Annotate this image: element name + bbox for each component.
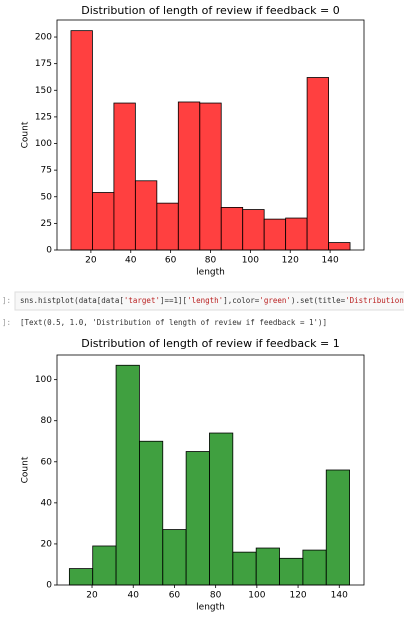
x-tick-label: 60 — [165, 256, 177, 266]
x-tick-label: 140 — [322, 256, 339, 266]
x-tick-label: 80 — [210, 591, 222, 601]
output-text: [Text(0.5, 1.0, 'Distribution of length … — [20, 318, 327, 327]
x-tick-label: 80 — [205, 256, 217, 266]
bar — [70, 30, 93, 251]
bar — [279, 557, 304, 586]
y-axis-label: Count — [21, 121, 31, 148]
bar — [199, 102, 222, 251]
bar — [68, 568, 94, 586]
bar — [115, 364, 140, 586]
bar — [185, 451, 210, 586]
code-token: ).set(title= — [291, 296, 346, 305]
y-tick-label: 25 — [41, 219, 52, 229]
x-tick-label: 40 — [125, 256, 137, 266]
bar — [113, 102, 136, 251]
chart-title: Distribution of length of review if feed… — [81, 4, 339, 17]
bar — [209, 432, 234, 586]
bar — [162, 529, 187, 586]
bar — [134, 180, 158, 251]
code-token: 'green' — [259, 296, 291, 305]
y-tick-label: 0 — [46, 581, 52, 591]
input-prompt: ]: — [2, 296, 11, 305]
x-tick-label: 40 — [128, 591, 140, 601]
bar — [302, 549, 327, 586]
x-tick-label: 120 — [282, 256, 299, 266]
y-tick-label: 200 — [35, 33, 52, 43]
y-axis-label: Count — [21, 456, 31, 483]
y-tick-label: 0 — [46, 246, 52, 256]
x-tick-label: 100 — [248, 591, 265, 601]
code: sns.histplot(data[data['target']==1]['le… — [20, 296, 404, 305]
y-tick-label: 80 — [41, 416, 53, 426]
y-tick-label: 75 — [41, 166, 52, 176]
y-tick-label: 60 — [41, 457, 53, 467]
y-tick-label: 50 — [41, 192, 53, 202]
y-tick-label: 100 — [35, 375, 52, 385]
y-tick-label: 20 — [41, 539, 53, 549]
x-tick-label: 140 — [331, 591, 348, 601]
x-axis-label: length — [196, 268, 225, 278]
plot-frame — [56, 354, 365, 586]
bar — [232, 551, 257, 586]
x-tick-label: 120 — [289, 591, 306, 601]
code-token: ],color= — [223, 296, 260, 305]
x-tick-label: 20 — [86, 591, 98, 601]
x-tick-label: 60 — [169, 591, 181, 601]
y-tick-label: 175 — [35, 59, 52, 69]
bar — [139, 440, 164, 586]
chart-title: Distribution of length of review if feed… — [81, 337, 339, 350]
y-tick-label: 100 — [35, 139, 52, 149]
bar — [255, 547, 280, 586]
bar — [242, 209, 265, 251]
code-token: 'length' — [187, 296, 223, 305]
plot-frame — [56, 19, 365, 251]
output-prompt: ]: — [2, 318, 11, 327]
bar — [92, 192, 115, 251]
code-token: sns.histplot(data[data[ — [20, 296, 124, 305]
x-tick-label: 100 — [242, 256, 259, 266]
bar — [220, 207, 244, 251]
y-tick-label: 125 — [35, 112, 52, 122]
bar — [92, 545, 117, 586]
code-token: 'Distribution o — [345, 296, 404, 305]
bar — [285, 217, 308, 251]
x-tick-label: 20 — [85, 256, 97, 266]
bar — [177, 101, 201, 251]
bar — [328, 242, 351, 251]
bar — [156, 202, 179, 251]
x-axis-label: length — [196, 603, 225, 613]
code-cell[interactable] — [14, 291, 404, 311]
code-token: ]==1][ — [160, 296, 187, 305]
bar — [325, 469, 350, 586]
code-token: 'target' — [124, 296, 160, 305]
bar — [263, 218, 287, 251]
y-tick-label: 150 — [35, 86, 52, 96]
y-tick-label: 40 — [41, 498, 53, 508]
bar — [306, 77, 329, 251]
